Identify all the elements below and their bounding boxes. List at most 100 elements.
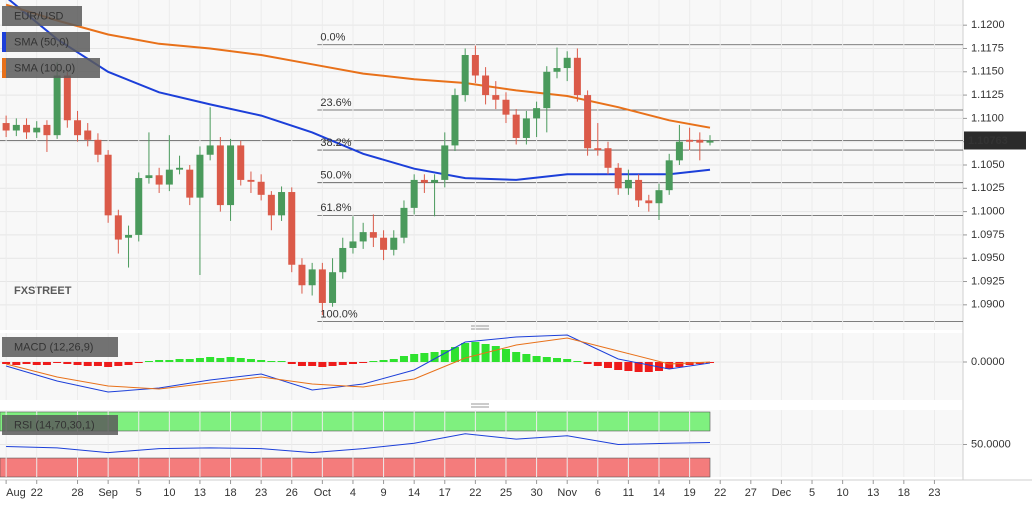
candle-body [400,207,408,238]
fib-label: 23.6% [320,97,351,109]
candle-body [23,124,31,133]
fib-label: 100.0% [320,309,358,321]
x-tick-label: 13 [194,487,206,499]
x-tick-label: 23 [255,487,267,499]
macd-bar [399,356,408,362]
candle-body [33,127,41,133]
candle-body [522,118,530,138]
macd-bar [665,362,674,369]
macd-bar [563,359,572,362]
candle-body [584,95,592,149]
x-tick-label: 28 [71,487,83,499]
legend-box [2,58,100,78]
macd-bar [440,350,449,362]
macd-bar [144,361,153,362]
candle-body [267,194,275,216]
legend-label: EUR/USD [14,10,64,22]
macd-bar [206,357,215,362]
candle-body [329,272,337,303]
y-tick-label: 1.0925 [971,275,1005,287]
candle-body [390,237,398,250]
candle-body [53,75,61,136]
macd-bar [277,361,286,362]
candle-body [339,247,347,273]
x-tick-label: Dec [772,487,792,499]
candle-body [604,148,612,168]
x-tick-label: 10 [163,487,175,499]
legend-swatch [2,58,6,78]
marks-layer [2,0,715,454]
macd-bar [216,358,225,362]
macd-bar [603,362,612,368]
macd-bar [42,362,51,365]
macd-bar [379,360,388,362]
candle-body [196,154,204,198]
candle-body [145,175,153,179]
x-tick-label: 5 [136,487,142,499]
x-tick-label: 22 [714,487,726,499]
candle-body [369,232,377,238]
candle-body [359,232,367,242]
x-tick-label: 30 [530,487,542,499]
fib-label: 0.0% [320,32,345,44]
candle-body [176,167,184,170]
candle-body [94,139,102,155]
macd-bar [63,362,72,364]
overbought-zone [0,411,711,432]
legend-label: SMA (100,0) [14,62,75,74]
oversold-zone [0,457,711,478]
x-tick-label: 11 [623,487,634,499]
candle-body [665,160,673,191]
legend-label: MACD (12,26,9) [14,341,93,353]
candle-body [420,179,428,183]
candle-body [380,237,388,250]
x-tick-label: 4 [350,487,356,499]
y-tick-label: 1.0900 [971,299,1005,311]
candle-body [278,192,286,216]
x-tick-label: 5 [809,487,815,499]
macd-bar [573,361,582,362]
x-tick-label: 19 [683,487,695,499]
legend-label: RSI (14,70,30,1) [14,419,95,431]
x-tick-label: 10 [837,487,849,499]
candle-body [308,269,316,286]
y-tick-label: 1.1025 [971,182,1005,194]
macd-bar [450,347,459,362]
candle-body [318,269,326,303]
macd-bar [287,362,296,364]
macd-bar [93,362,102,366]
candle-body [349,241,357,248]
macd-bar [614,362,623,370]
candle-body [502,99,510,115]
candle-body [686,139,694,142]
x-tick-label: 22 [469,487,481,499]
macd-bar [410,354,419,362]
x-tick-label: 14 [653,487,665,499]
x-tick-label: 18 [898,487,910,499]
candle-body [675,141,683,161]
candle-body [135,178,143,235]
candle-body [553,68,561,72]
candle-body [451,95,459,146]
macd-bar [2,362,11,364]
candle-body [461,55,469,96]
candle-body [288,192,296,265]
fib-label: 50.0% [320,170,351,182]
candle-body [594,148,602,151]
macd-bar [308,362,317,366]
candle-body [573,57,581,96]
candle-body [441,145,449,180]
y-tick-label: 1.1125 [971,89,1004,101]
macd-bar [420,353,429,362]
y-tick-label: 50.0000 [971,438,1011,450]
legend-box [2,337,118,357]
macd-bar [53,362,62,363]
macd-bar [512,352,521,362]
macd-bar [348,362,357,364]
macd-bar [532,356,541,362]
candle-body [186,169,194,198]
y-tick-label: 1.1175 [971,42,1004,54]
candle-body [125,234,133,238]
candle-body [706,140,714,143]
